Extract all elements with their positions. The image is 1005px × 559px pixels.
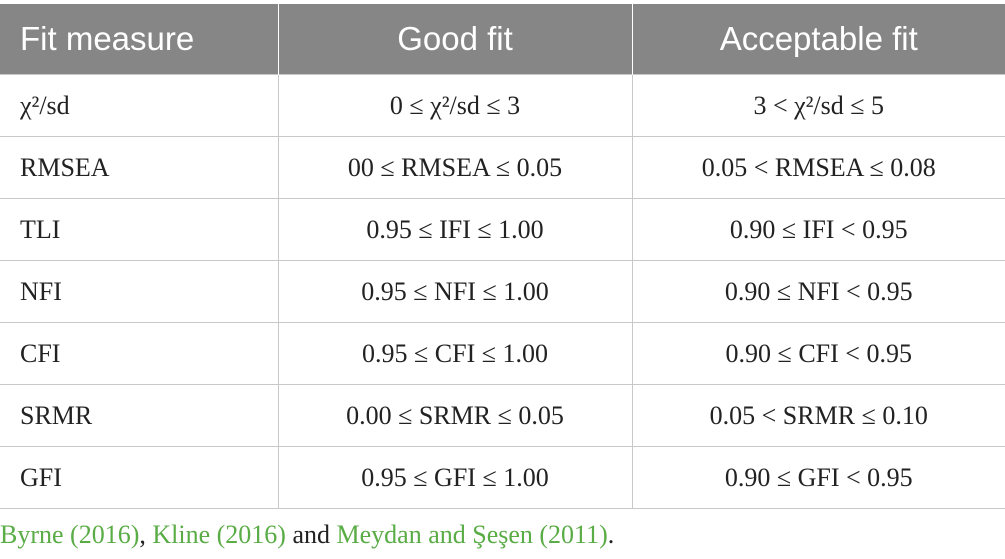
- table-row: GFI 0.95 ≤ GFI ≤ 1.00 0.90 ≤ GFI < 0.95: [0, 446, 1005, 509]
- table-cell: 0.90 ≤ NFI < 0.95: [631, 260, 1005, 323]
- table-row: CFI 0.95 ≤ CFI ≤ 1.00 0.90 ≤ CFI < 0.95: [0, 322, 1005, 385]
- header-cell: Acceptable fit: [632, 4, 1005, 75]
- header-cell: Good fit: [278, 4, 633, 75]
- header-row: Fit measure Good fit Acceptable fit: [0, 4, 1005, 75]
- table-cell: 0.05 < SRMR ≤ 0.10: [631, 384, 1005, 447]
- footnote-text: and: [285, 520, 337, 549]
- reference-link[interactable]: Meydan and Şeşen (2011): [336, 520, 608, 549]
- footnote-text: ,: [139, 520, 153, 549]
- table-cell: χ²/sd: [0, 74, 279, 137]
- table-cell: 3 < χ²/sd ≤ 5: [631, 74, 1005, 137]
- table-cell: 0.95 ≤ CFI ≤ 1.00: [277, 322, 633, 385]
- table-cell: TLI: [0, 198, 279, 261]
- table-row: NFI 0.95 ≤ NFI ≤ 1.00 0.90 ≤ NFI < 0.95: [0, 260, 1005, 323]
- footnote: Byrne (2016), Kline (2016) and Meydan an…: [0, 520, 614, 550]
- table-cell: SRMR: [0, 384, 279, 447]
- table-cell: NFI: [0, 260, 279, 323]
- table-row: TLI 0.95 ≤ IFI ≤ 1.00 0.90 ≤ IFI < 0.95: [0, 198, 1005, 261]
- table-cell: 0 ≤ χ²/sd ≤ 3: [277, 74, 633, 137]
- table-cell: 0.95 ≤ IFI ≤ 1.00: [277, 198, 633, 261]
- footnote-text: .: [607, 520, 615, 549]
- reference-link[interactable]: Byrne (2016): [0, 520, 140, 549]
- table-cell: 0.95 ≤ NFI ≤ 1.00: [277, 260, 633, 323]
- table-row: SRMR 0.00 ≤ SRMR ≤ 0.05 0.05 < SRMR ≤ 0.10: [0, 384, 1005, 447]
- table-cell: GFI: [0, 446, 279, 509]
- table-cell: CFI: [0, 322, 279, 385]
- table-cell: RMSEA: [0, 136, 279, 199]
- fit-table: Fit measure Good fit Acceptable fit χ²/sd 0…: [0, 4, 1005, 509]
- table-cell: 0.90 ≤ CFI < 0.95: [631, 322, 1005, 385]
- table-cell: 0.90 ≤ IFI < 0.95: [631, 198, 1005, 261]
- table-cell: 00 ≤ RMSEA ≤ 0.05: [277, 136, 633, 199]
- table-cell: 0.05 < RMSEA ≤ 0.08: [631, 136, 1005, 199]
- table-cell: 0.90 ≤ GFI < 0.95: [631, 446, 1005, 509]
- table-cell: 0.00 ≤ SRMR ≤ 0.05: [277, 384, 633, 447]
- reference-link[interactable]: Kline (2016): [152, 520, 286, 549]
- table-row: RMSEA 00 ≤ RMSEA ≤ 0.05 0.05 < RMSEA ≤ 0.0…: [0, 136, 1005, 199]
- header-cell: Fit measure: [0, 4, 279, 75]
- table-cell: 0.95 ≤ GFI ≤ 1.00: [277, 446, 633, 509]
